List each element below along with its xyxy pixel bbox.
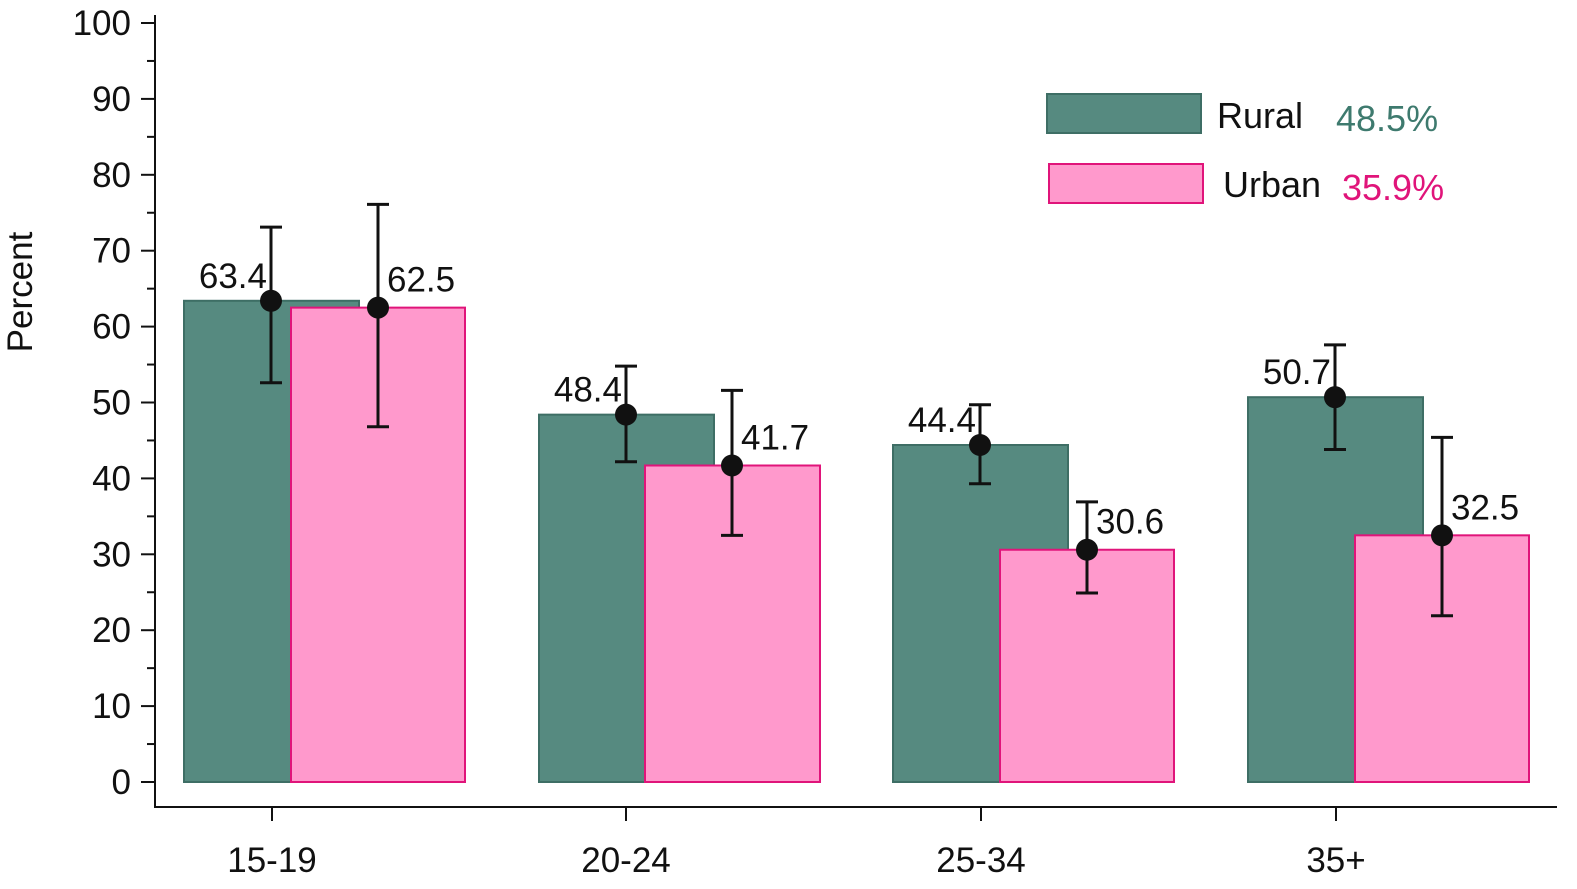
y-tick-label-100: 100 bbox=[73, 4, 131, 43]
error-bars-layer bbox=[260, 202, 1453, 618]
point-urban-15-19 bbox=[367, 296, 389, 319]
data-label-urban-20-24: 41.7 bbox=[741, 418, 809, 457]
x-tick-label-25-34: 25-34 bbox=[936, 841, 1026, 880]
y-tick-label-0: 0 bbox=[112, 763, 131, 802]
y-tick-label-60: 60 bbox=[92, 308, 131, 347]
point-rural-20-24 bbox=[615, 403, 637, 426]
legend-overall-rural: 48.5% bbox=[1336, 98, 1438, 139]
data-label-rural-20-24: 48.4 bbox=[554, 371, 622, 410]
data-label-urban-25-34: 30.6 bbox=[1096, 503, 1164, 542]
x-tick-label-15-19: 15-19 bbox=[227, 841, 317, 880]
data-label-rural-15-19: 63.4 bbox=[199, 257, 267, 296]
x-tick-label-20-24: 20-24 bbox=[581, 841, 671, 880]
legend-swatch-urban bbox=[1048, 163, 1204, 204]
point-urban-25-34 bbox=[1076, 538, 1098, 561]
y-tick-label-50: 50 bbox=[92, 384, 131, 423]
y-tick-label-80: 80 bbox=[92, 156, 131, 195]
y-tick-label-40: 40 bbox=[92, 459, 131, 498]
point-rural-15-19 bbox=[260, 289, 282, 312]
data-labels-layer: 63.4 48.4 44.4 50.7 62.5 41.7 30.6 32.5 bbox=[199, 257, 1519, 542]
y-tick-label-90: 90 bbox=[92, 80, 131, 119]
y-axis-title: Percent bbox=[1, 231, 40, 352]
legend-overall-urban: 35.9% bbox=[1342, 167, 1444, 208]
y-tick-label-10: 10 bbox=[92, 687, 131, 726]
x-tick-label-35+: 35+ bbox=[1306, 841, 1365, 880]
data-label-rural-25-34: 44.4 bbox=[908, 401, 976, 440]
x-axis: 15-19 20-24 25-34 35+ bbox=[227, 807, 1366, 880]
y-tick-label-70: 70 bbox=[92, 232, 131, 271]
y-axis: 0 10 20 30 40 50 60 70 80 90 100 bbox=[73, 4, 155, 802]
y-tick-label-20: 20 bbox=[92, 611, 131, 650]
point-urban-35+ bbox=[1431, 524, 1453, 547]
data-label-rural-35+: 50.7 bbox=[1263, 353, 1331, 392]
data-label-urban-15-19: 62.5 bbox=[387, 261, 455, 300]
legend: Rural 48.5% Urban 35.9% bbox=[1046, 93, 1444, 208]
point-rural-25-34 bbox=[969, 434, 991, 457]
data-label-urban-35+: 32.5 bbox=[1451, 488, 1519, 527]
point-urban-20-24 bbox=[721, 454, 743, 477]
legend-label-urban: Urban bbox=[1223, 164, 1321, 205]
legend-swatch-rural bbox=[1046, 93, 1202, 134]
y-tick-label-30: 30 bbox=[92, 535, 131, 574]
legend-label-rural: Rural bbox=[1217, 95, 1303, 136]
point-rural-35+ bbox=[1324, 386, 1346, 409]
